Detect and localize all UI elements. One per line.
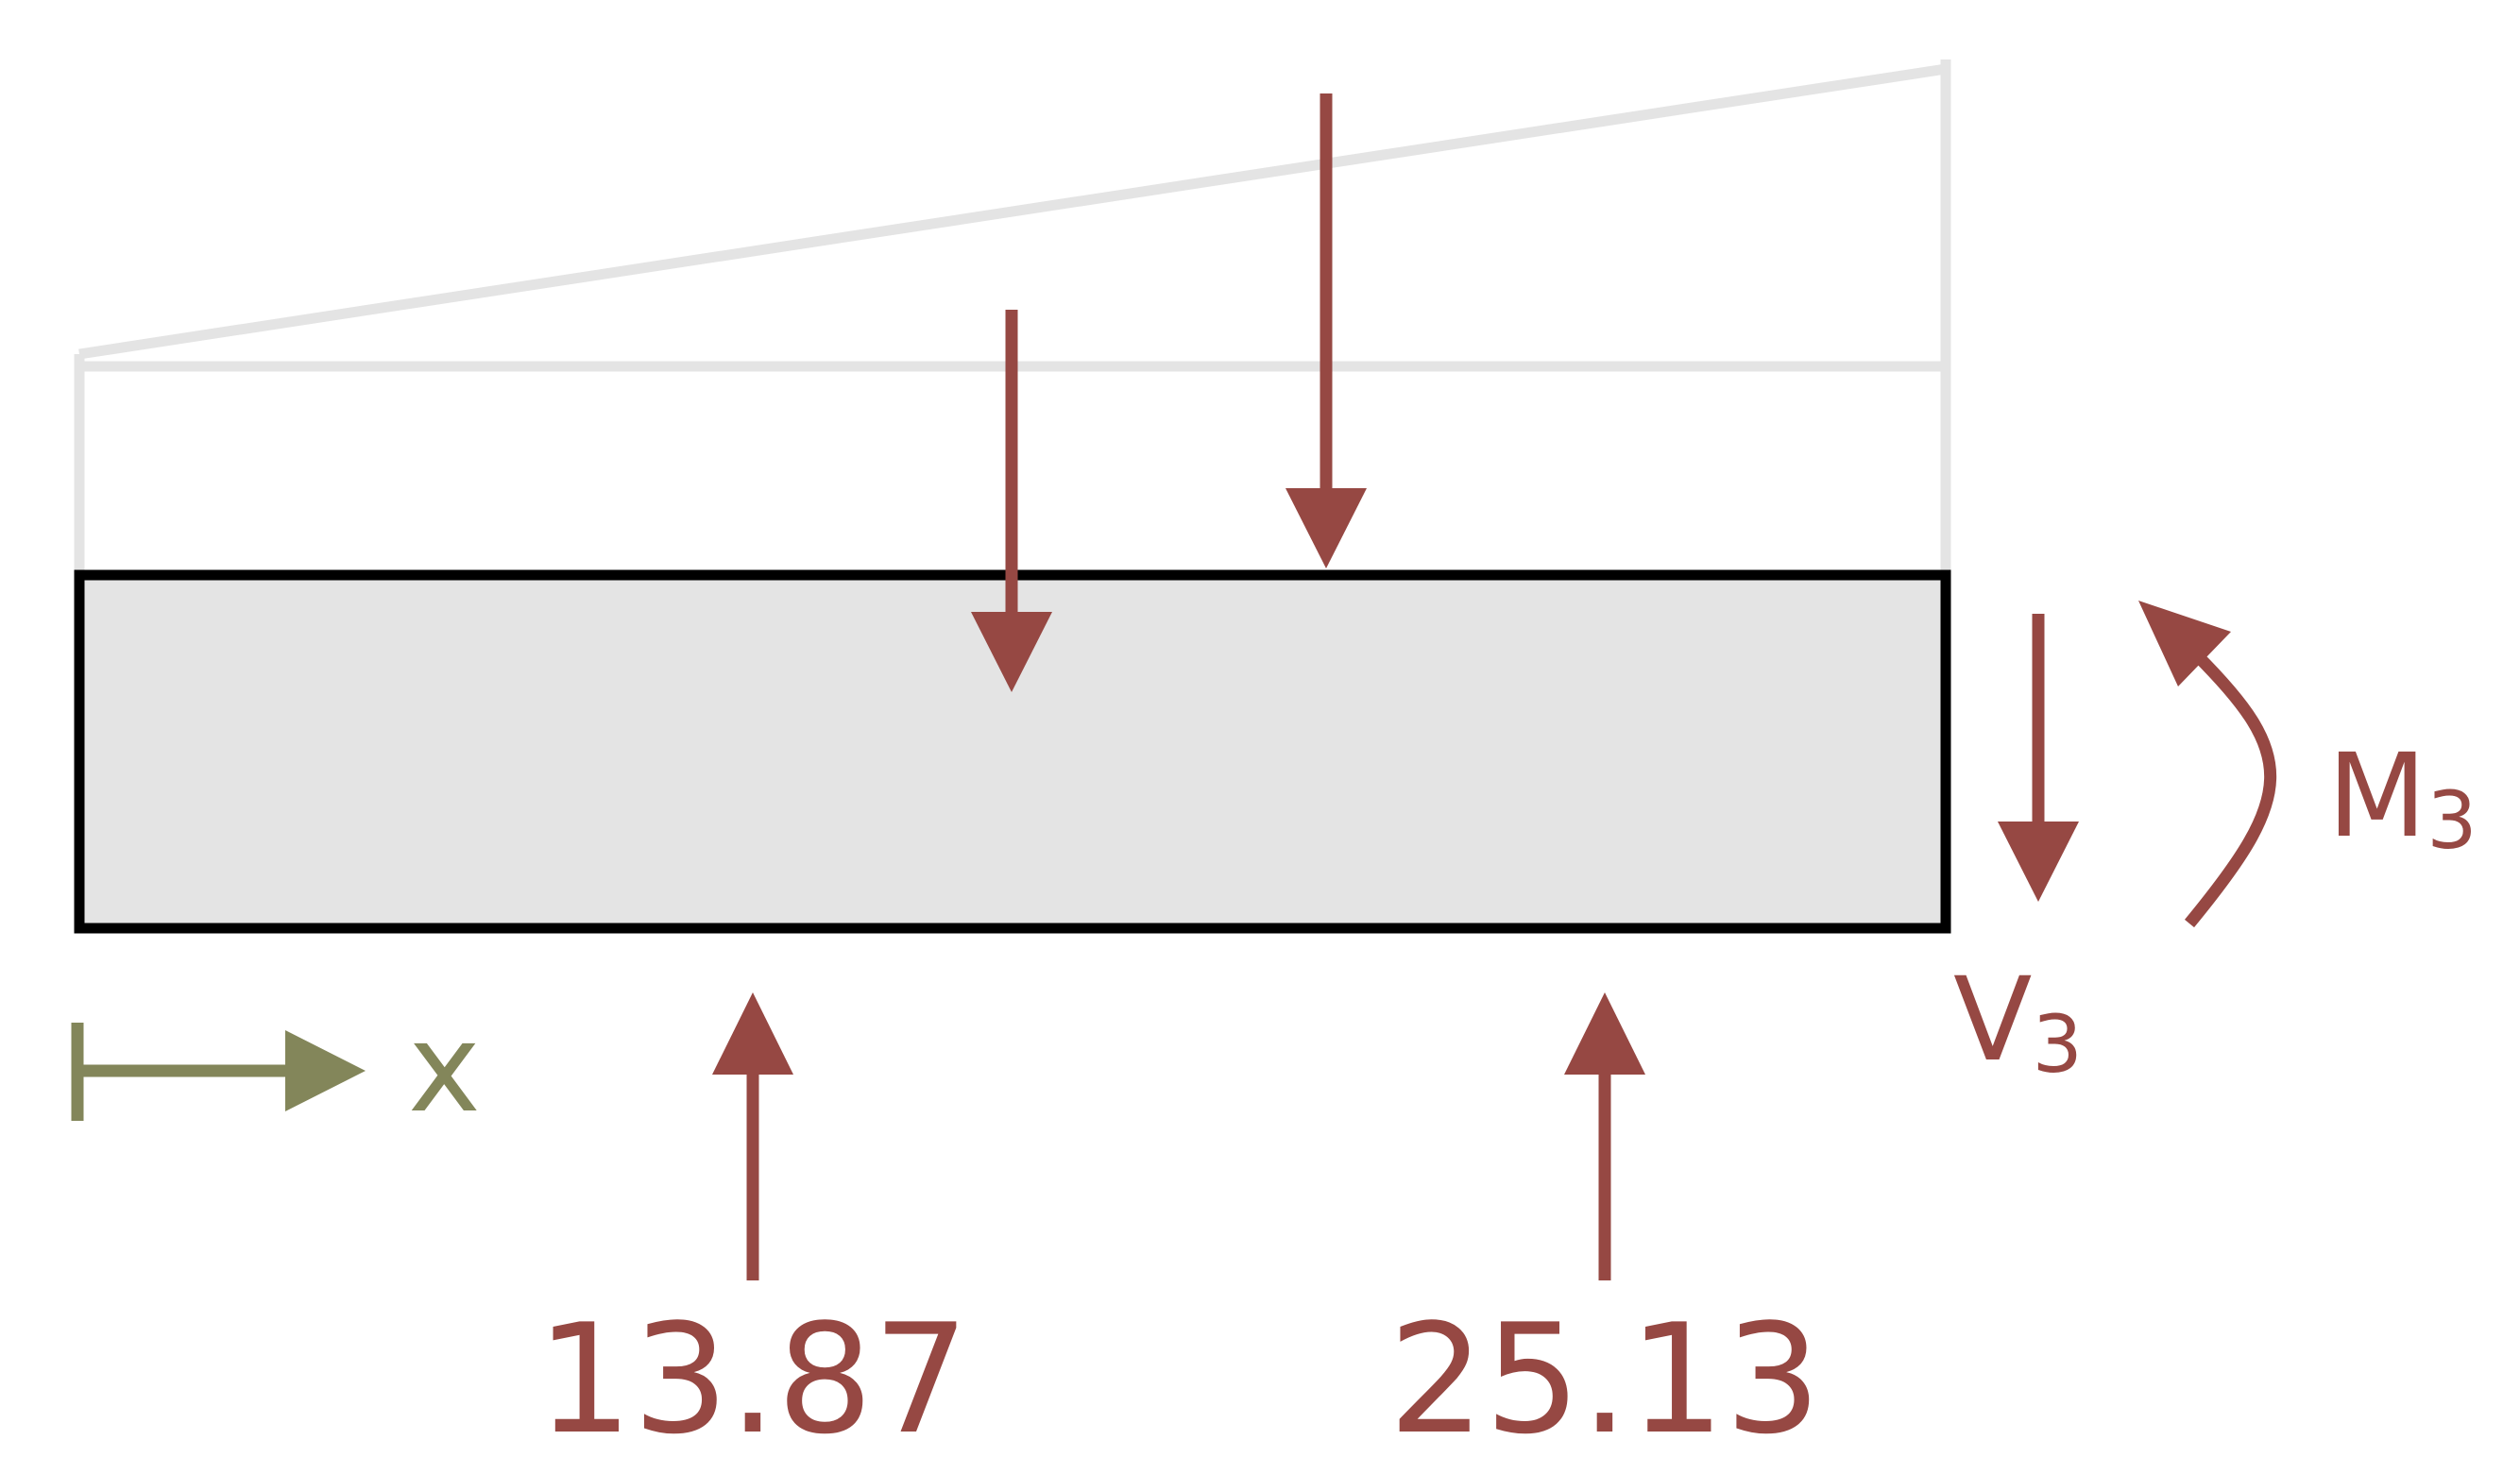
- reaction-arrow-right: [1564, 992, 1645, 1280]
- moment-label: M3: [2327, 729, 2477, 867]
- reaction-label-left: 13.87: [536, 1291, 969, 1467]
- resultant-load-arrow-1: [971, 310, 1052, 692]
- shear-arrow: [1998, 614, 2079, 902]
- x-axis-arrow: [71, 1023, 366, 1121]
- resultant-load-arrow-2: [1286, 93, 1367, 568]
- load-sloped-top: [78, 63, 1947, 360]
- moment-arrow: [2138, 601, 2277, 928]
- moment-symbol: M: [2327, 729, 2426, 863]
- reaction-arrow-left: [712, 992, 793, 1280]
- x-axis-label: x: [408, 996, 481, 1140]
- moment-subscript: 3: [2426, 774, 2477, 867]
- reaction-label-right: 25.13: [1388, 1291, 1821, 1467]
- shear-symbol: V: [1953, 953, 2032, 1087]
- shear-subscript: 3: [2032, 998, 2082, 1091]
- shear-label: V3: [1953, 953, 2083, 1091]
